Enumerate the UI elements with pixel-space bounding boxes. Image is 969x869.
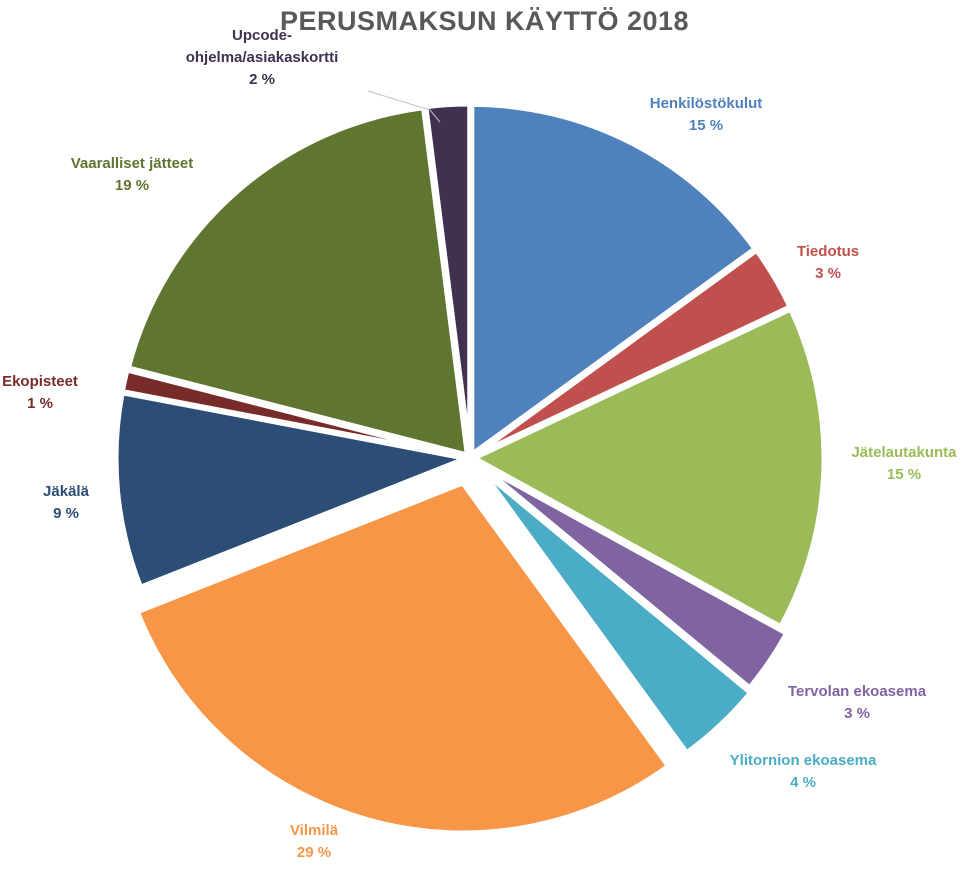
data-label-value: 19 % xyxy=(115,177,149,194)
data-label-name: Tiedotus xyxy=(797,243,859,260)
data-label-name: Jäkälä xyxy=(43,483,90,500)
pie-slice-vaaralliset-jatteet xyxy=(125,105,470,458)
data-label-upcode-ohjelma-asiakaskortti: Upcode-ohjelma/asiakaskortti 2 % xyxy=(186,27,339,88)
data-label-name: ohjelma/asiakaskortti xyxy=(186,49,339,66)
data-label-name: Upcode- xyxy=(232,27,292,44)
chart-title: PERUSMAKSUN KÄYTTÖ 2018 xyxy=(279,6,690,36)
pie-slice-jatelautakunta xyxy=(471,306,827,630)
data-label-name: Henkilöstökulut xyxy=(650,95,763,112)
data-label-ekopisteet: Ekopisteet 1 % xyxy=(2,373,78,412)
data-label-value: 2 % xyxy=(249,71,275,88)
data-label-name: Vilmilä xyxy=(290,822,339,839)
data-label-name: Vaaralliset jätteet xyxy=(71,155,194,172)
data-label-value: 4 % xyxy=(790,774,816,791)
data-label-tervolan-ekoasema: Tervolan ekoasema 3 % xyxy=(788,683,927,722)
data-label-tiedotus: Tiedotus 3 % xyxy=(797,243,859,282)
data-label-value: 9 % xyxy=(53,505,79,522)
data-label-henkilostokulut: Henkilöstökulut 15 % xyxy=(650,95,763,134)
data-label-jatelautakunta: Jätelautakunta 15 % xyxy=(851,444,957,483)
data-label-jakala: Jäkälä 9 % xyxy=(43,483,90,522)
data-label-name: Jätelautakunta xyxy=(851,444,957,461)
data-label-name: Ekopisteet xyxy=(2,373,78,390)
data-label-value: 15 % xyxy=(887,466,921,483)
pie-slice-tervolan-ekoasema xyxy=(477,462,790,691)
data-label-value: 3 % xyxy=(815,265,841,282)
data-label-value: 15 % xyxy=(689,117,723,134)
data-label-name: Tervolan ekoasema xyxy=(788,683,927,700)
pie-slice-henkilostokulut xyxy=(469,101,758,457)
pie-slice-ylitornion-ekoasema xyxy=(478,467,754,756)
data-label-value: 29 % xyxy=(297,844,331,861)
data-label-value: 3 % xyxy=(844,705,870,722)
pie-slice-jakala xyxy=(113,390,469,590)
pie-slice-upcode-ohjelma-asiakaskortti xyxy=(423,101,473,457)
data-label-ylitornion-ekoasema: Ylitornion ekoasema 4 % xyxy=(730,752,877,791)
data-label-name: Ylitornion ekoasema xyxy=(730,752,877,769)
data-label-vaaralliset-jatteet: Vaaralliset jätteet 19 % xyxy=(71,155,194,194)
pie-slice-vilmila xyxy=(134,480,671,836)
leader-line-upcode xyxy=(367,90,441,123)
data-label-vilmila: Vilmilä 29 % xyxy=(290,822,339,861)
data-label-value: 1 % xyxy=(27,395,53,412)
